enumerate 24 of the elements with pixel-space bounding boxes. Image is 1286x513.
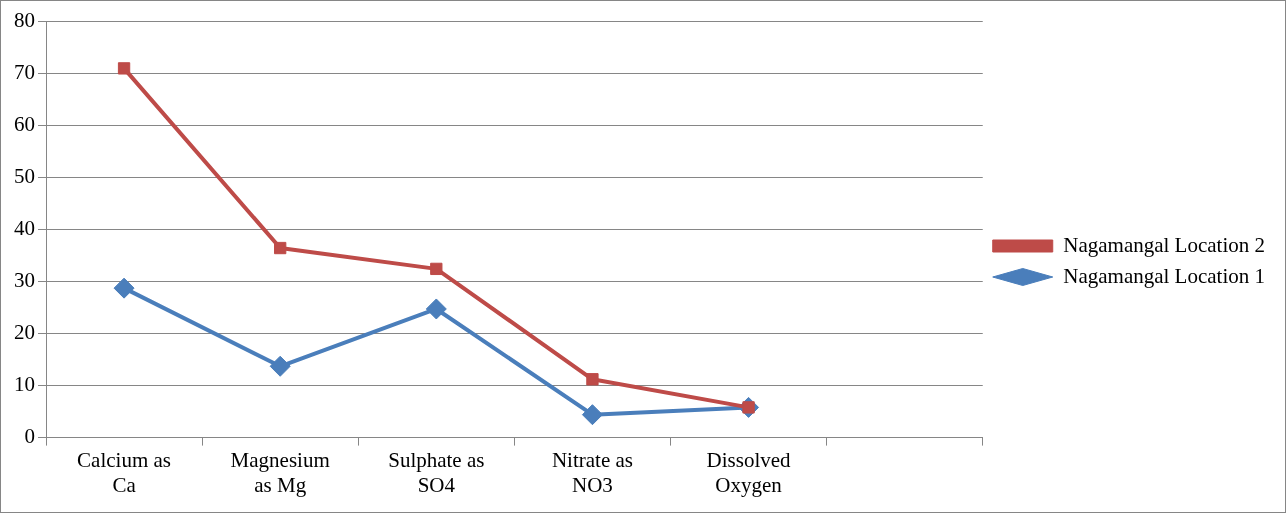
y-tick-label: 20 xyxy=(14,319,35,344)
point xyxy=(430,262,443,276)
point xyxy=(425,298,447,320)
point xyxy=(274,241,287,255)
y-tick-label: 80 xyxy=(14,7,35,32)
point xyxy=(113,277,135,299)
y-tick-label: 30 xyxy=(14,267,35,292)
point xyxy=(581,404,603,426)
y-tick-label: 10 xyxy=(14,372,35,397)
x-tick-label: Sulphate as SO4 xyxy=(388,447,485,497)
y-tick-label: 40 xyxy=(14,215,35,240)
point xyxy=(269,355,291,377)
point xyxy=(117,62,131,75)
y-tick-label: 70 xyxy=(14,59,35,84)
y-tick-label: 60 xyxy=(14,111,35,136)
x-tick-label: Magnesium as Mg xyxy=(230,447,330,497)
x-tick-label: Dissolved Oxygen xyxy=(706,447,792,497)
point xyxy=(586,373,599,386)
x-tick-label: Nitrate as NO3 xyxy=(551,447,633,497)
x-tick-label: Calcium as Ca xyxy=(77,447,172,497)
y-tick-label: 0 xyxy=(24,424,35,449)
legend-label: Nagamangal Location 2 xyxy=(1063,232,1266,257)
y-tick-label: 50 xyxy=(14,163,35,188)
legend-label: Nagamangal Location 1 xyxy=(1063,263,1266,288)
